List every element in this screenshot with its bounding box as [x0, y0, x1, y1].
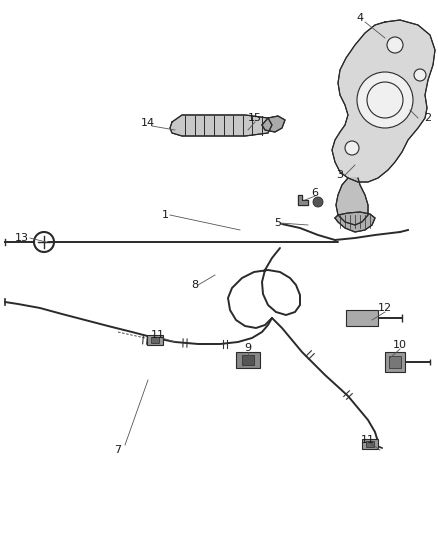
FancyBboxPatch shape	[385, 352, 405, 372]
Circle shape	[313, 197, 323, 207]
Polygon shape	[262, 116, 285, 132]
Text: 12: 12	[378, 303, 392, 313]
Text: 4: 4	[357, 13, 364, 23]
FancyBboxPatch shape	[362, 439, 378, 449]
Text: 11: 11	[361, 435, 375, 445]
Text: 5: 5	[275, 218, 282, 228]
Polygon shape	[336, 178, 368, 225]
FancyBboxPatch shape	[366, 441, 374, 447]
FancyBboxPatch shape	[151, 337, 159, 343]
Text: 7: 7	[114, 445, 122, 455]
Polygon shape	[298, 195, 308, 205]
Text: 11: 11	[151, 330, 165, 340]
Text: 13: 13	[15, 233, 29, 243]
Text: 10: 10	[393, 340, 407, 350]
FancyBboxPatch shape	[242, 355, 254, 365]
Circle shape	[357, 72, 413, 128]
Text: 9: 9	[244, 343, 251, 353]
FancyBboxPatch shape	[389, 356, 401, 368]
Text: 8: 8	[191, 280, 198, 290]
Text: 15: 15	[248, 113, 262, 123]
Text: 14: 14	[141, 118, 155, 128]
FancyBboxPatch shape	[346, 310, 378, 326]
Text: 6: 6	[311, 188, 318, 198]
Text: 3: 3	[336, 170, 343, 180]
Circle shape	[345, 141, 359, 155]
FancyBboxPatch shape	[236, 352, 260, 368]
Text: 2: 2	[424, 113, 431, 123]
Polygon shape	[332, 20, 435, 182]
Polygon shape	[335, 212, 375, 232]
Circle shape	[414, 69, 426, 81]
Polygon shape	[170, 115, 272, 136]
Text: 1: 1	[162, 210, 169, 220]
Circle shape	[387, 37, 403, 53]
FancyBboxPatch shape	[147, 335, 163, 345]
